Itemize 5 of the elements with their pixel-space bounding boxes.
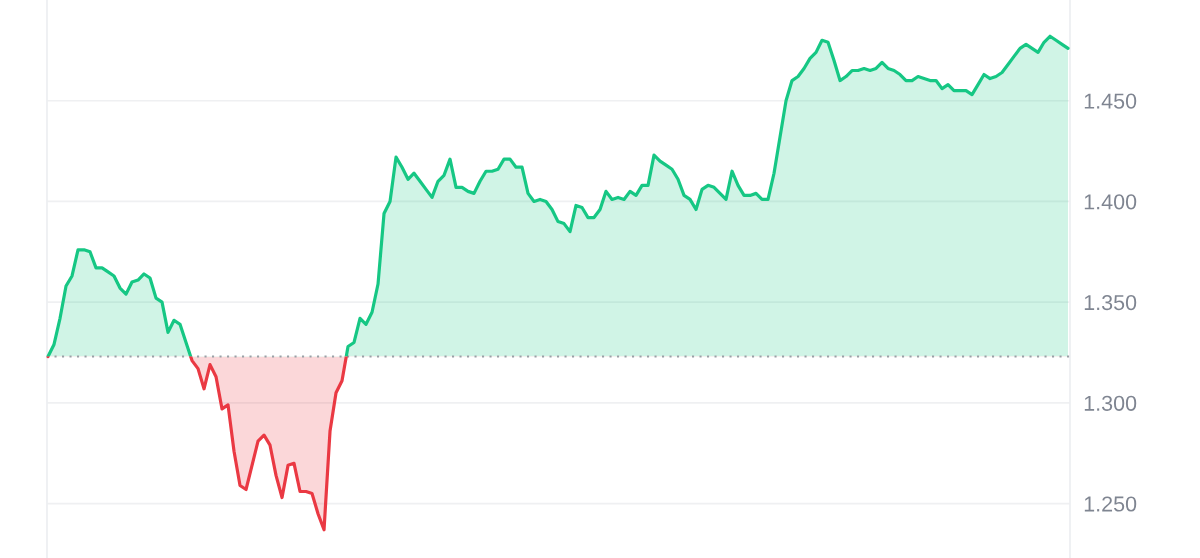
y-tick-label: 1.350 — [1084, 294, 1137, 311]
y-tick-label: 1.450 — [1084, 93, 1137, 109]
y-tick-label: 1.300 — [1084, 395, 1137, 411]
y-tick-label: 1.400 — [1084, 194, 1137, 210]
y-tick-label: 1.250 — [1084, 496, 1137, 512]
